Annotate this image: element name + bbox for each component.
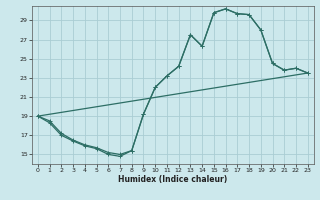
X-axis label: Humidex (Indice chaleur): Humidex (Indice chaleur): [118, 175, 228, 184]
